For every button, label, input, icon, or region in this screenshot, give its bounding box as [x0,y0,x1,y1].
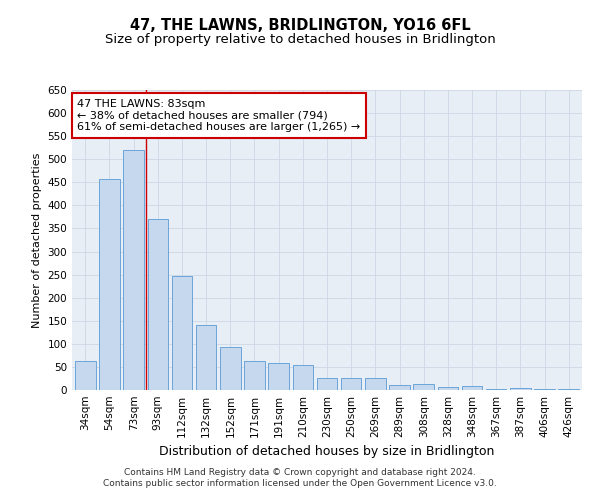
Bar [389,385,410,390]
Bar [437,387,458,390]
Bar [559,388,579,390]
Bar [172,276,192,390]
Text: Size of property relative to detached houses in Bridlington: Size of property relative to detached ho… [104,32,496,46]
Y-axis label: Number of detached properties: Number of detached properties [32,152,42,328]
Bar [148,219,168,390]
Bar [99,179,120,390]
Text: Contains HM Land Registry data © Crown copyright and database right 2024.
Contai: Contains HM Land Registry data © Crown c… [103,468,497,487]
Bar [220,347,241,390]
Bar [510,388,530,390]
Bar [75,362,95,390]
X-axis label: Distribution of detached houses by size in Bridlington: Distribution of detached houses by size … [160,446,494,458]
Bar [124,150,144,390]
Bar [244,362,265,390]
Text: 47, THE LAWNS, BRIDLINGTON, YO16 6FL: 47, THE LAWNS, BRIDLINGTON, YO16 6FL [130,18,470,32]
Text: 47 THE LAWNS: 83sqm
← 38% of detached houses are smaller (794)
61% of semi-detac: 47 THE LAWNS: 83sqm ← 38% of detached ho… [77,99,361,132]
Bar [486,388,506,390]
Bar [341,378,361,390]
Bar [365,378,386,390]
Bar [462,386,482,390]
Bar [293,364,313,390]
Bar [317,378,337,390]
Bar [534,388,555,390]
Bar [196,326,217,390]
Bar [268,363,289,390]
Bar [413,384,434,390]
